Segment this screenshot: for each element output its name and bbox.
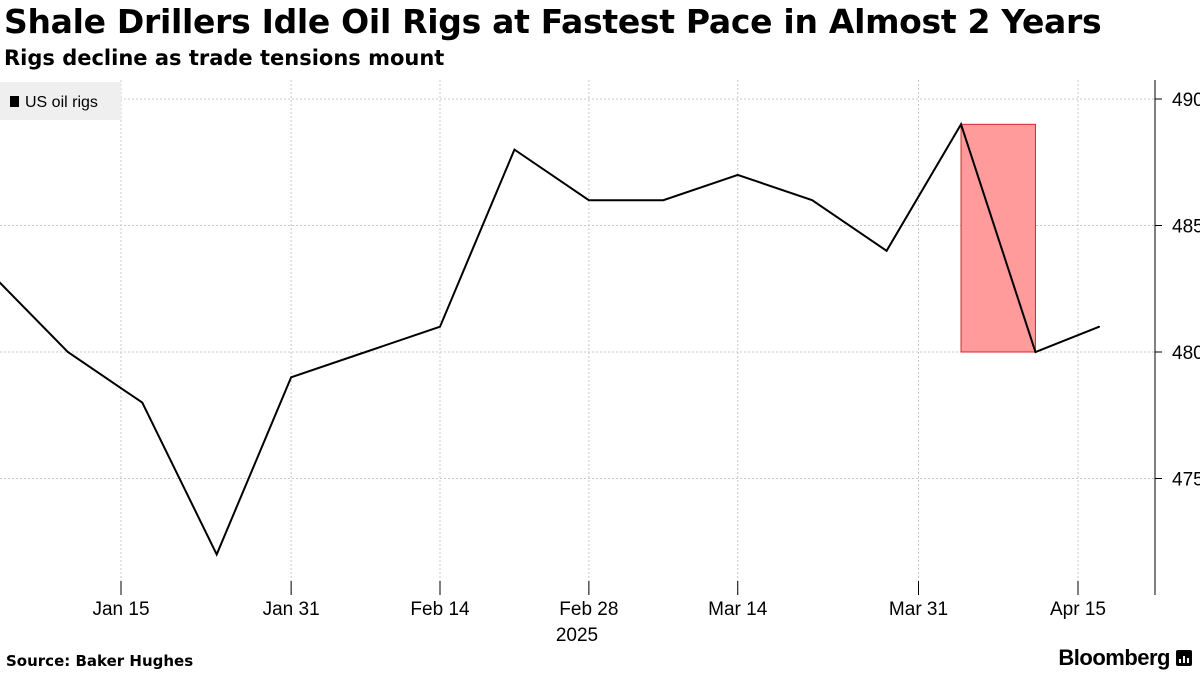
brand-name: Bloomberg [1058, 645, 1170, 670]
data-point [736, 174, 739, 176]
data-point [290, 376, 292, 379]
data-point [513, 148, 516, 151]
y-tick-label: 475 [1172, 470, 1200, 491]
data-point [141, 401, 144, 404]
y-tick-label: 490 [1172, 90, 1200, 111]
x-tick-label: Feb 28 [559, 599, 618, 620]
data-point [364, 351, 367, 353]
x-axis-label: 2025 [556, 625, 598, 646]
legend-swatch [10, 96, 19, 107]
data-point [662, 199, 665, 201]
series-layer [0, 121, 1101, 557]
data-point [67, 351, 69, 353]
chart-title: Shale Drillers Idle Oil Rigs at Fastest … [4, 2, 1102, 41]
y-tick-label: 485 [1172, 217, 1200, 238]
x-tick-label: Jan 15 [92, 599, 149, 620]
x-tick-label: Mar 31 [889, 599, 948, 620]
bloomberg-logo: Bloomberg [1058, 645, 1192, 671]
x-tick-label: Apr 15 [1050, 599, 1106, 620]
data-point [811, 199, 813, 201]
source-note: Source: Baker Hughes [6, 652, 194, 670]
data-point [588, 199, 590, 201]
data-point [960, 123, 962, 126]
legend-box [0, 82, 121, 120]
chart-subtitle: Rigs decline as trade tensions mount [4, 46, 445, 70]
legend: US oil rigs [0, 82, 121, 120]
y-tick-label: 480 [1172, 343, 1200, 364]
bar-chart-icon [1176, 650, 1192, 666]
data-point [439, 325, 441, 328]
axes: 475 480 485 490 Jan 15 Jan 31 Feb 14 Feb 28 Mar … [92, 80, 1200, 646]
data-point [885, 250, 888, 252]
grid-lines [0, 80, 1155, 595]
data-point [215, 553, 218, 556]
data-point [1098, 325, 1101, 328]
x-tick-label: Mar 14 [708, 599, 768, 620]
data-point [1034, 351, 1037, 353]
legend-label: US oil rigs [25, 94, 98, 111]
x-tick-label: Jan 31 [263, 599, 320, 620]
series-line-us-oil-rigs [0, 121, 1100, 557]
x-tick-label: Feb 14 [410, 599, 470, 620]
